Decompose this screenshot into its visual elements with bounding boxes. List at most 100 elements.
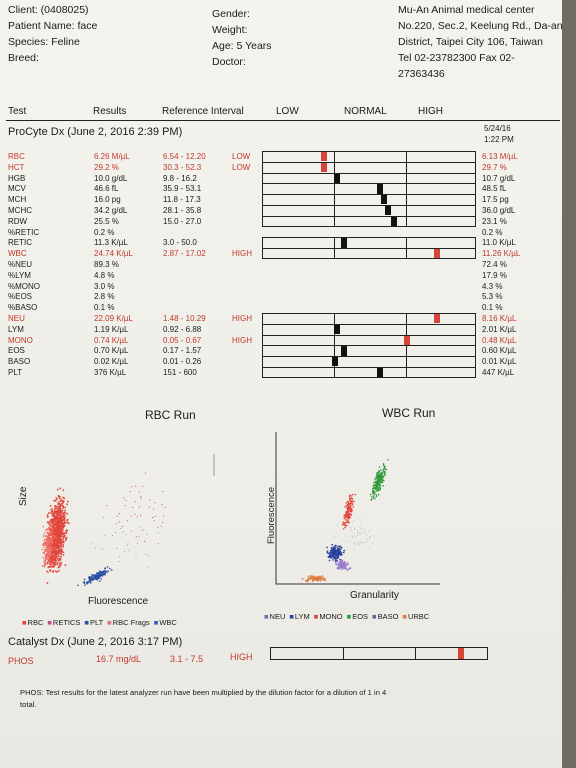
result-reference: 0.05 - 0.67	[163, 335, 202, 345]
result-test-name: HGB	[8, 173, 26, 183]
result-test-name: NEU	[8, 314, 25, 323]
result-row: %RETIC 0.2 %	[8, 228, 278, 239]
rbc-run-plot	[41, 454, 215, 587]
previous-result: 10.7 g/dL	[482, 173, 516, 183]
col-reference: Reference Interval	[162, 106, 244, 117]
header-rule	[6, 120, 560, 121]
legend-swatch: ■	[313, 612, 319, 621]
result-value: 46.6 fL	[94, 184, 119, 194]
result-value: 29.2 %	[94, 162, 119, 172]
result-value: 1.19 K/µL	[94, 324, 129, 334]
result-test-name: %RETIC	[8, 227, 40, 237]
legend-label: NEU	[269, 612, 286, 621]
result-test-name: %BASO	[8, 303, 38, 313]
previous-result: 2.01 K/µL	[482, 324, 517, 334]
result-test-name: MCHC	[8, 206, 32, 215]
previous-result: 4.3 %	[482, 281, 503, 291]
result-row: RBC 6.26 M/µL 6.54 - 12.20 LOW	[8, 152, 278, 163]
catalyst-ref: 3.1 - 7.5	[170, 654, 204, 664]
result-value: 10.0 g/dL	[94, 173, 128, 183]
col-results: Results	[93, 106, 127, 117]
footnote-line-1: PHOS: Test results for the latest analyz…	[20, 688, 387, 697]
legend-label: RBC	[27, 618, 44, 627]
previous-result: 0.1 %	[482, 303, 503, 313]
result-reference: 11.8 - 17.3	[163, 195, 201, 205]
result-reference: 0.01 - 0.26	[163, 357, 202, 367]
wbc-legend: ■NEU ■LYM ■MONO ■EOS ■BASO ■URBC	[264, 612, 429, 621]
range-marker	[376, 184, 383, 194]
wbc-run-plot	[275, 432, 440, 585]
result-value: 11.3 K/µL	[94, 238, 128, 248]
catalyst-title: Catalyst Dx (June 2, 2016 3:17 PM)	[8, 636, 183, 648]
result-reference: 6.54 - 12.20	[163, 152, 206, 161]
wbc-run-title: WBC Run	[382, 406, 436, 420]
result-row: %LYM 4.8 %	[8, 271, 278, 282]
previous-result: 0.2 %	[482, 227, 503, 237]
catalyst-marker	[458, 648, 465, 659]
previous-result: 23.1 %	[482, 216, 507, 226]
legend-swatch: ■	[372, 612, 377, 621]
rbc-ylabel: Size	[18, 486, 29, 506]
col-test: Test	[8, 106, 27, 117]
result-test-name: WBC	[8, 249, 27, 259]
legend-swatch: ■	[47, 618, 52, 627]
range-marker	[433, 314, 440, 324]
result-value: 2.8 %	[94, 292, 115, 302]
result-value: 3.0 %	[94, 281, 115, 291]
legend-label: WBC	[159, 618, 177, 627]
rbc-xlabel: Fluorescence	[88, 596, 149, 607]
result-value: 24.74 K/µL	[94, 249, 133, 259]
previous-result: 6.13 M/µL	[482, 152, 518, 161]
result-row: WBC 24.74 K/µL 2.87 - 17.02 HIGH	[8, 249, 278, 260]
breed: Breed:	[8, 52, 39, 64]
previous-result: 0.01 K/µL	[482, 357, 517, 367]
rbc-legend: ■RBC ■RETICS ■PLT ■RBC Frags ■WBC	[22, 618, 177, 627]
legend-label: MONO	[319, 612, 343, 621]
result-row: RETIC 11.3 K/µL 3.0 - 50.0	[8, 238, 278, 249]
range-marker	[321, 152, 328, 162]
result-value: 4.8 %	[94, 270, 115, 280]
species: Species: Feline	[8, 36, 80, 48]
client-line: Client: (0408025)	[8, 4, 89, 16]
result-test-name: HCT	[8, 162, 25, 172]
result-row: %EOS 2.8 %	[8, 292, 278, 303]
patient-name: Patient Name: face	[8, 20, 98, 32]
catalyst-flag: HIGH	[230, 652, 253, 662]
range-bar-group	[262, 237, 476, 259]
clinic-line-3: District, Taipei City 106, Taiwan	[398, 36, 543, 48]
legend-swatch: ■	[107, 618, 112, 627]
range-marker	[340, 346, 347, 356]
result-flag: HIGH	[232, 249, 252, 259]
result-value: 0.1 %	[94, 303, 115, 313]
age: Age: 5 Years	[212, 40, 272, 52]
result-flag: HIGH	[232, 335, 252, 345]
result-value: 22.09 K/µL	[94, 314, 133, 323]
previous-result: 11.0 K/µL	[482, 238, 516, 248]
result-test-name: RDW	[8, 216, 28, 226]
previous-result: 29.7 %	[482, 162, 507, 172]
previous-result: 72.4 %	[482, 260, 507, 269]
result-value: 0.2 %	[94, 227, 115, 237]
legend-swatch: ■	[22, 618, 27, 627]
range-bar-group	[262, 151, 476, 227]
result-reference: 3.0 - 50.0	[163, 238, 197, 248]
result-value: 89.3 %	[94, 260, 119, 269]
previous-result: 0.48 K/µL	[482, 335, 517, 345]
weight: Weight:	[212, 24, 248, 36]
legend-label: RETICS	[52, 618, 81, 627]
range-marker	[385, 206, 392, 216]
previous-result: 8.16 K/µL	[482, 314, 517, 323]
clinic-line-4: Tel 02-23782300 Fax 02-	[398, 52, 515, 64]
result-row: RDW 25.5 % 15.0 - 27.0	[8, 217, 278, 228]
prev-date: 5/24/16	[484, 124, 511, 133]
legend-swatch: ■	[402, 612, 407, 621]
range-marker	[321, 162, 328, 173]
clinic-line-1: Mu-An Animal medical center	[398, 4, 535, 16]
result-reference: 1.48 - 10.29	[163, 314, 206, 323]
range-marker	[380, 195, 387, 205]
result-test-name: MONO	[8, 335, 33, 345]
result-value: 16.0 pg	[94, 195, 121, 205]
catalyst-result: 16.7 mg/dL	[96, 654, 142, 664]
result-test-name: RBC	[8, 152, 25, 161]
wbc-xlabel: Granularity	[350, 590, 399, 601]
